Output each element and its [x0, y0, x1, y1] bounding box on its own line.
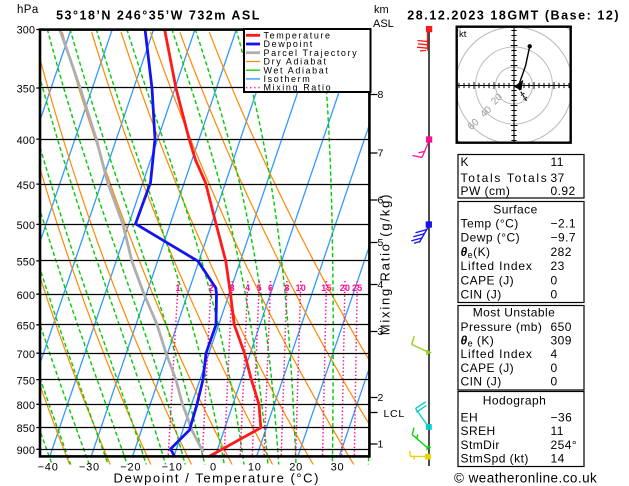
svg-text:Dewpoint: Dewpoint — [264, 39, 314, 49]
svg-text:θe(K): θe(K) — [461, 245, 491, 260]
svg-text:−9.7: −9.7 — [551, 231, 577, 245]
svg-text:500: 500 — [17, 220, 36, 232]
svg-text:Mixing Ratio (g/kg): Mixing Ratio (g/kg) — [378, 193, 393, 336]
svg-text:5: 5 — [378, 237, 384, 249]
svg-text:0: 0 — [210, 462, 217, 474]
svg-text:300: 300 — [17, 25, 36, 37]
svg-text:37: 37 — [551, 171, 565, 185]
svg-text:Totals Totals: Totals Totals — [461, 171, 549, 185]
svg-text:ASL: ASL — [373, 18, 394, 30]
svg-text:14: 14 — [551, 452, 565, 466]
svg-text:Mixing Ratio: Mixing Ratio — [264, 83, 333, 93]
svg-text:15: 15 — [321, 283, 332, 293]
svg-text:20: 20 — [289, 462, 303, 474]
svg-text:CAPE (J): CAPE (J) — [461, 273, 515, 287]
svg-text:350: 350 — [17, 84, 36, 96]
svg-text:θe (K): θe (K) — [461, 334, 495, 349]
svg-text:CAPE (J): CAPE (J) — [461, 361, 515, 375]
svg-text:Wet Adiabat: Wet Adiabat — [264, 65, 330, 75]
svg-text:700: 700 — [17, 349, 36, 361]
svg-text:Isotherm: Isotherm — [264, 74, 312, 84]
svg-text:11: 11 — [551, 424, 564, 438]
svg-text:10: 10 — [295, 283, 306, 293]
svg-text:CIN (J): CIN (J) — [461, 288, 502, 302]
svg-text:−40: −40 — [38, 462, 59, 474]
svg-text:2: 2 — [378, 392, 384, 404]
svg-text:Temp (°C): Temp (°C) — [461, 217, 519, 231]
svg-text:kt: kt — [459, 29, 467, 40]
svg-text:LCL: LCL — [384, 408, 405, 420]
svg-text:450: 450 — [17, 180, 36, 192]
svg-text:3: 3 — [230, 283, 235, 293]
svg-text:800: 800 — [17, 400, 36, 412]
svg-text:Dry Adiabat: Dry Adiabat — [264, 57, 328, 67]
svg-text:4: 4 — [378, 279, 384, 291]
svg-text:−10: −10 — [162, 462, 183, 474]
svg-text:EH: EH — [461, 411, 479, 425]
svg-text:53°18’N 246°35’W 732m ASL: 53°18’N 246°35’W 732m ASL — [56, 9, 261, 23]
svg-text:750: 750 — [17, 375, 36, 387]
svg-text:−2.1: −2.1 — [551, 217, 577, 231]
svg-text:Most Unstable: Most Unstable — [473, 306, 556, 320]
svg-text:11: 11 — [551, 155, 564, 169]
svg-text:600: 600 — [17, 290, 36, 302]
svg-text:25: 25 — [352, 283, 363, 293]
svg-text:6: 6 — [268, 283, 273, 293]
svg-text:282: 282 — [551, 245, 572, 259]
svg-text:Dewpoint / Temperature (°C): Dewpoint / Temperature (°C) — [114, 470, 320, 485]
svg-text:StmDir: StmDir — [461, 438, 500, 452]
svg-text:7: 7 — [378, 148, 384, 160]
svg-text:StmSpd (kt): StmSpd (kt) — [461, 452, 529, 466]
svg-text:6: 6 — [378, 195, 384, 207]
svg-text:10: 10 — [248, 462, 262, 474]
svg-text:Lifted Index: Lifted Index — [461, 347, 533, 361]
svg-text:4: 4 — [245, 283, 250, 293]
svg-text:850: 850 — [17, 423, 36, 435]
svg-text:−30: −30 — [79, 462, 100, 474]
svg-text:0: 0 — [551, 375, 558, 389]
svg-text:650: 650 — [17, 321, 36, 333]
svg-text:SREH: SREH — [461, 424, 496, 438]
svg-text:0: 0 — [551, 273, 558, 287]
svg-text:Hodograph: Hodograph — [483, 393, 546, 407]
svg-text:28.12.2023 18GMT (Base: 12): 28.12.2023 18GMT (Base: 12) — [407, 8, 620, 22]
svg-text:254°: 254° — [551, 438, 578, 452]
svg-text:20: 20 — [340, 283, 351, 293]
svg-text:8: 8 — [378, 89, 384, 101]
svg-text:CIN (J): CIN (J) — [461, 375, 502, 389]
svg-text:900: 900 — [17, 445, 36, 457]
svg-text:−20: −20 — [120, 462, 141, 474]
svg-text:Temperature: Temperature — [264, 30, 332, 40]
svg-text:8: 8 — [284, 283, 289, 293]
svg-text:PW (cm): PW (cm) — [461, 184, 511, 198]
svg-text:0: 0 — [551, 288, 558, 302]
svg-text:30: 30 — [331, 462, 345, 474]
svg-text:0.92: 0.92 — [551, 184, 576, 198]
svg-text:km: km — [374, 4, 389, 16]
svg-text:Pressure (mb): Pressure (mb) — [461, 320, 543, 334]
svg-text:5: 5 — [257, 283, 262, 293]
svg-text:2: 2 — [209, 283, 214, 293]
svg-text:0: 0 — [551, 361, 558, 375]
svg-text:650: 650 — [551, 320, 572, 334]
svg-text:3: 3 — [378, 326, 384, 338]
svg-text:400: 400 — [17, 135, 36, 147]
svg-text:−36: −36 — [551, 411, 573, 425]
svg-text:Parcel Trajectory: Parcel Trajectory — [264, 48, 359, 58]
svg-text:Surface: Surface — [493, 203, 538, 217]
svg-text:Dewp (°C): Dewp (°C) — [461, 231, 521, 245]
svg-text:1: 1 — [176, 283, 181, 293]
svg-text:23: 23 — [551, 259, 565, 273]
svg-text:hPa: hPa — [17, 4, 39, 16]
svg-text:© weatheronline.co.uk: © weatheronline.co.uk — [454, 471, 597, 486]
svg-text:Lifted Index: Lifted Index — [461, 259, 533, 273]
svg-text:1: 1 — [378, 439, 384, 451]
svg-text:K: K — [461, 155, 469, 169]
svg-text:4: 4 — [551, 347, 558, 361]
svg-text:309: 309 — [551, 334, 572, 348]
svg-text:550: 550 — [17, 257, 36, 269]
